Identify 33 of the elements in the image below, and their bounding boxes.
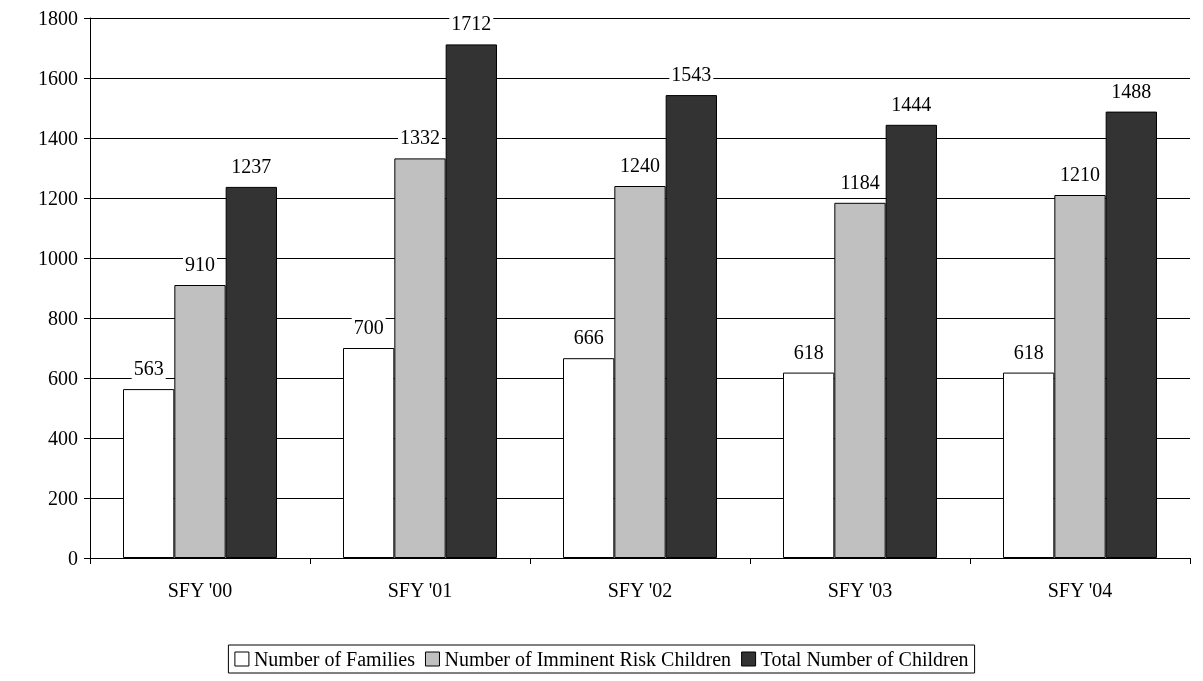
data-label: 1444	[891, 92, 932, 115]
y-tick-label: 600	[48, 367, 78, 389]
data-label: 1488	[1111, 79, 1152, 102]
legend-label: Total Number of Children	[760, 648, 969, 670]
data-label: 1184	[840, 170, 880, 193]
data-label: 1332	[400, 126, 440, 149]
data-label: 1210	[1060, 163, 1100, 185]
y-tick-label: 800	[48, 307, 78, 329]
x-tick-label: SFY '01	[387, 579, 453, 601]
data-label: 1543	[671, 63, 712, 86]
data-label: 1237	[231, 154, 272, 177]
data-label: 700	[353, 316, 384, 338]
data-label: 563	[133, 357, 164, 380]
y-tick-label: 400	[48, 427, 78, 449]
y-tick-label: 1400	[38, 127, 78, 149]
x-tick-label: SFY '02	[607, 579, 673, 601]
data-label: 910	[185, 253, 215, 275]
legend-label: Number of Families	[253, 648, 416, 670]
y-tick-label: 1000	[38, 247, 78, 269]
y-tick-label: 200	[48, 487, 78, 509]
legend-label: Number of Imminent Risk Children	[444, 648, 732, 670]
y-tick-label: 0	[68, 547, 78, 569]
data-label: 666	[573, 326, 604, 349]
y-tick-label: 1600	[38, 67, 78, 89]
x-tick-label: SFY '04	[1047, 579, 1113, 601]
data-label: 1712	[451, 12, 492, 35]
data-label: 1240	[620, 154, 660, 176]
data-label: 618	[793, 340, 824, 363]
x-tick-label: SFY '00	[167, 579, 233, 601]
y-tick-label: 1800	[38, 7, 78, 29]
y-tick-label: 1200	[38, 187, 78, 209]
x-tick-label: SFY '03	[827, 579, 893, 601]
data-label: 618	[1013, 340, 1044, 363]
